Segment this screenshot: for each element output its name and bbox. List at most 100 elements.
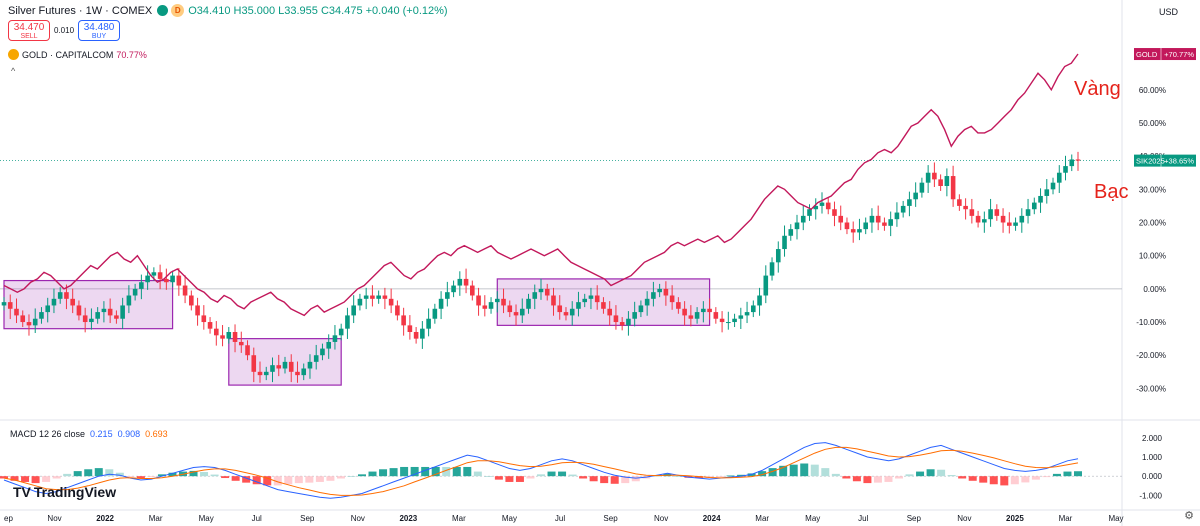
x-tick-label: Sep <box>300 514 315 523</box>
candle-body <box>919 182 925 193</box>
x-tick-label: Jul <box>858 514 868 523</box>
candle-body <box>688 315 694 319</box>
d-badge-icon[interactable]: D <box>171 4 185 17</box>
candle-body <box>707 308 712 313</box>
candle-body <box>370 295 375 299</box>
candle-body <box>813 205 819 210</box>
y-tick-label: -10.00% <box>1136 318 1166 327</box>
macd-histogram-bar <box>979 476 988 483</box>
buy-button[interactable]: 34.480 BUY <box>78 20 121 41</box>
macd-histogram-bar <box>589 476 598 482</box>
candle-body <box>994 209 1000 216</box>
candle-body <box>401 315 406 326</box>
candle-body <box>1050 182 1056 190</box>
candle-body <box>607 308 612 316</box>
settings-gear-icon[interactable]: ⚙ <box>1184 510 1194 522</box>
macd-histogram-bar <box>242 476 251 483</box>
tradingview-logo[interactable]: TV TradingView <box>13 484 116 500</box>
macd-histogram-bar <box>389 468 398 477</box>
symbol-title[interactable]: Silver Futures · 1W · COMEX <box>8 4 153 17</box>
candle-body <box>388 298 394 306</box>
candle-body <box>619 322 625 326</box>
candle-body <box>882 222 887 226</box>
candle-body <box>1031 202 1037 210</box>
macd-histogram-bar <box>463 466 472 477</box>
candle-body <box>251 355 257 372</box>
range-box <box>3 279 174 330</box>
macd-y-tick-label: 1.000 <box>1142 453 1163 462</box>
macd-histogram-bar <box>579 476 588 479</box>
candle-body <box>769 262 775 276</box>
candle-body <box>1063 166 1068 173</box>
macd-histogram-bar <box>568 474 577 477</box>
candle-body <box>669 295 675 303</box>
candle-body <box>357 298 363 306</box>
candle-body <box>376 295 381 299</box>
macd-histogram-bar <box>600 476 609 484</box>
candle-body <box>476 295 481 306</box>
macd-histogram-bar <box>863 476 872 484</box>
collapse-legend-icon[interactable]: ^ <box>11 66 16 76</box>
candle-body <box>582 298 588 303</box>
candle-body <box>957 199 962 206</box>
candle-body <box>82 315 88 323</box>
x-tick-label: Nov <box>957 514 971 523</box>
x-tick-label: Mar <box>149 514 163 523</box>
candle-body <box>1025 209 1031 216</box>
macd-histogram-bar <box>52 476 61 479</box>
sell-label: SELL <box>20 33 38 40</box>
candle-body <box>544 288 550 296</box>
candle-body <box>838 215 844 223</box>
candle-body <box>925 172 931 183</box>
macd-histogram-bar <box>694 476 703 479</box>
candle-body <box>395 305 400 316</box>
x-tick-label: Mar <box>452 514 466 523</box>
macd-histogram-bar <box>937 469 946 477</box>
candle-body <box>626 318 631 326</box>
y-tick-label: 20.00% <box>1139 219 1166 228</box>
y-tick-label: 50.00% <box>1139 119 1166 128</box>
macd-histogram-bar <box>916 471 925 477</box>
candle-body <box>601 302 606 309</box>
candle-body <box>944 176 950 186</box>
macd-histogram-bar <box>1052 473 1061 477</box>
currency-label[interactable]: USD <box>1158 7 1178 17</box>
sell-button[interactable]: 34.470 SELL <box>8 20 50 41</box>
candle-body <box>900 205 906 213</box>
x-tick-label: Sep <box>603 514 618 523</box>
candle-body <box>276 365 282 369</box>
macd-histogram-bar <box>1074 471 1082 477</box>
candle-body <box>313 355 319 362</box>
candle-body <box>64 292 69 299</box>
macd-histogram-bar <box>494 476 503 480</box>
candle-body <box>345 315 350 329</box>
x-tick-label: Nov <box>47 514 61 523</box>
macd-histogram-bar <box>547 471 556 477</box>
candle-body <box>1044 189 1050 196</box>
x-tick-label: Nov <box>654 514 668 523</box>
x-tick-label: ep <box>4 514 13 523</box>
x-tick-label: Mar <box>1059 514 1073 523</box>
candle-body <box>494 298 500 303</box>
gold-legend-label: GOLD · CAPITALCOM <box>22 49 114 60</box>
gold-badge <box>1134 48 1196 61</box>
candle-body <box>238 341 244 346</box>
candle-body <box>95 312 100 319</box>
macd-signal-line <box>3 446 1079 496</box>
candle-body <box>950 176 956 200</box>
macd-legend[interactable]: MACD 12 26 close 0.215 0.908 0.693 <box>10 429 168 439</box>
macd-histogram-bar <box>968 476 977 481</box>
candle-body <box>832 209 837 216</box>
candle-body <box>782 235 787 250</box>
y-tick-label: 0.00% <box>1143 285 1166 294</box>
gold-legend[interactable]: GOLD · CAPITALCOM 70.77% <box>8 49 147 60</box>
candle-body <box>775 249 781 263</box>
candle-body <box>351 305 356 316</box>
silver-badge <box>1134 154 1196 167</box>
candle-body <box>794 222 800 230</box>
candle-body <box>701 308 706 313</box>
macd-histogram-bar <box>94 468 103 477</box>
candle-body <box>89 318 94 323</box>
macd-histogram-bar <box>147 476 156 477</box>
